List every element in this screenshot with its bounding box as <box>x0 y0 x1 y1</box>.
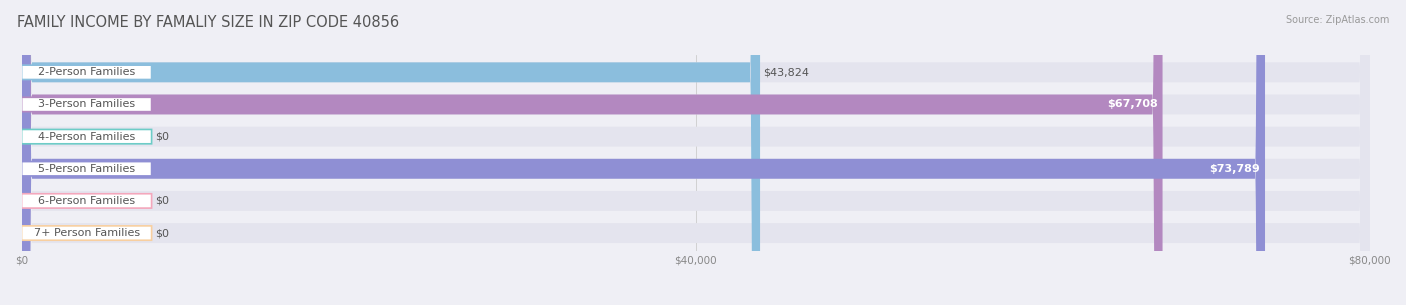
FancyBboxPatch shape <box>21 194 152 208</box>
Text: $73,789: $73,789 <box>1209 164 1260 174</box>
FancyBboxPatch shape <box>21 65 152 80</box>
Text: 7+ Person Families: 7+ Person Families <box>34 228 139 238</box>
FancyBboxPatch shape <box>21 97 152 112</box>
Text: FAMILY INCOME BY FAMALIY SIZE IN ZIP CODE 40856: FAMILY INCOME BY FAMALIY SIZE IN ZIP COD… <box>17 15 399 30</box>
Text: $67,708: $67,708 <box>1107 99 1157 109</box>
Text: $0: $0 <box>155 228 169 238</box>
FancyBboxPatch shape <box>21 0 1369 305</box>
FancyBboxPatch shape <box>21 0 761 305</box>
Text: $0: $0 <box>155 132 169 142</box>
Text: $43,824: $43,824 <box>763 67 808 77</box>
Text: 5-Person Families: 5-Person Families <box>38 164 135 174</box>
FancyBboxPatch shape <box>21 0 1369 305</box>
FancyBboxPatch shape <box>21 0 1265 305</box>
Text: 4-Person Families: 4-Person Families <box>38 132 135 142</box>
Text: Source: ZipAtlas.com: Source: ZipAtlas.com <box>1285 15 1389 25</box>
Text: $0: $0 <box>155 196 169 206</box>
FancyBboxPatch shape <box>21 0 1369 305</box>
Text: 6-Person Families: 6-Person Families <box>38 196 135 206</box>
Text: 3-Person Families: 3-Person Families <box>38 99 135 109</box>
FancyBboxPatch shape <box>21 0 1163 305</box>
FancyBboxPatch shape <box>21 0 1369 305</box>
FancyBboxPatch shape <box>21 226 152 240</box>
FancyBboxPatch shape <box>21 129 152 144</box>
Text: 2-Person Families: 2-Person Families <box>38 67 135 77</box>
FancyBboxPatch shape <box>21 0 1369 305</box>
FancyBboxPatch shape <box>21 162 152 176</box>
FancyBboxPatch shape <box>21 0 1369 305</box>
